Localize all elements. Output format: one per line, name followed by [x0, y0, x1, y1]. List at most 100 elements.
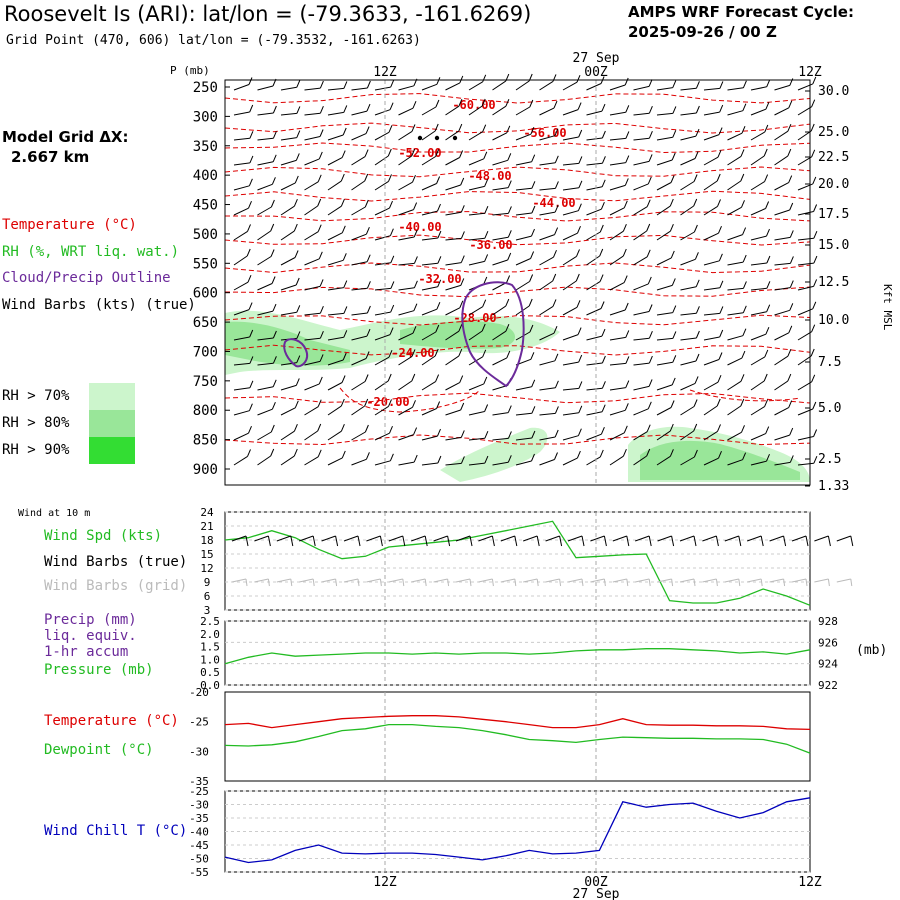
- wind-barb: [609, 84, 626, 91]
- precip-label: Precip (mm): [44, 612, 137, 628]
- temperature-contour-line: [224, 142, 811, 154]
- wind-barb: [727, 180, 742, 191]
- height-tick-label: 10.0: [818, 313, 849, 328]
- wind-barb-feather: [434, 348, 439, 357]
- wind-barb: [421, 462, 438, 466]
- wind-barb-feather: [648, 154, 653, 162]
- wind-barb: [679, 535, 695, 542]
- wind-barb-feather: [766, 255, 771, 264]
- wind-barb: [797, 355, 812, 366]
- wind-barb-feather: [482, 349, 487, 357]
- wind-barb-feather: [296, 305, 301, 313]
- wind-barb-feather: [765, 327, 770, 335]
- wind-barb-feather: [766, 304, 771, 312]
- wind-barb: [612, 535, 627, 542]
- model-grid-spacing: Model Grid ΔX: 2.667 km: [2, 127, 129, 167]
- pressure-tick-label: 928: [818, 615, 838, 628]
- wind-barb: [774, 309, 790, 316]
- wind-barb: [304, 406, 319, 416]
- wind-barb: [539, 187, 556, 191]
- wind-barb-feather: [787, 124, 792, 132]
- wind-barb: [374, 380, 389, 391]
- wind-barb: [769, 535, 784, 542]
- upper-wind-barbs: [233, 73, 818, 466]
- wind-barb: [515, 281, 530, 291]
- wind-barb: [539, 211, 556, 216]
- wind-barb-feather: [789, 280, 794, 288]
- wind-barb-feather: [646, 249, 651, 257]
- wind-barb: [478, 578, 493, 583]
- wind-barb: [398, 380, 413, 391]
- wind-barb-feather: [529, 99, 534, 108]
- temperature-contour-label: -60.00: [452, 98, 495, 112]
- wind-barb-feather: [248, 403, 253, 411]
- wind-barb-feather: [507, 405, 512, 413]
- wind-barb-feather: [742, 281, 747, 289]
- cloud-outline: [283, 338, 308, 368]
- wind-barb-feather: [389, 426, 393, 434]
- precip-tick-label: 0.5: [200, 666, 220, 679]
- wind-barb: [374, 460, 391, 466]
- wind-barb-feather: [295, 378, 300, 386]
- wind-barb: [515, 258, 531, 266]
- wind-barb: [433, 535, 448, 542]
- wind-barb-feather: [296, 80, 301, 88]
- wind-barb: [327, 232, 343, 241]
- wind-barb: [445, 184, 461, 191]
- pressure-line: [224, 648, 811, 665]
- wind-barb: [562, 387, 579, 391]
- wind-barb-feather: [648, 535, 652, 547]
- wind-barb: [633, 160, 650, 166]
- wind-barb-feather: [552, 299, 557, 307]
- wind-barbs-true-label: Wind Barbs (true): [44, 554, 188, 570]
- model-grid-label: Model Grid ΔX:: [2, 128, 129, 146]
- wind-barb: [233, 84, 250, 91]
- wind-barb-feather: [813, 456, 818, 464]
- height-tick-label: 7.5: [818, 355, 841, 370]
- wind-barb: [257, 137, 274, 141]
- wind-barb-feather: [646, 199, 651, 207]
- wind-speed-label: Wind Spd (kts): [44, 528, 163, 544]
- wind-barb-feather: [319, 331, 324, 339]
- wind-barb: [539, 332, 555, 341]
- wind-barb-feather: [718, 253, 723, 261]
- legend-cloud: Cloud/Precip Outline: [2, 270, 171, 286]
- wind-barb: [280, 455, 295, 466]
- wind-barb: [703, 312, 720, 316]
- wind-barb: [351, 133, 367, 141]
- wind-barb: [374, 405, 389, 416]
- wind-barb-feather: [672, 106, 677, 114]
- wind-barb: [562, 136, 579, 141]
- wind-barb-feather: [717, 150, 722, 158]
- wind-tick-label: 24: [200, 506, 214, 519]
- wind-barb: [280, 384, 297, 391]
- wind-barb-feather: [514, 535, 518, 547]
- wind-barb: [774, 355, 789, 366]
- wind-barb-feather: [412, 400, 416, 408]
- wind-barb: [500, 535, 515, 542]
- wind-barb-feather: [531, 379, 536, 387]
- rh-area-80-right: [640, 440, 800, 480]
- temperature-contour-line: [224, 211, 811, 222]
- wind-barb: [374, 432, 390, 441]
- wind-barb: [703, 111, 720, 116]
- wind-barb: [703, 287, 720, 291]
- wind-barb-feather: [813, 429, 818, 437]
- wind-barb-feather: [296, 355, 301, 363]
- wind-barb-feather: [599, 224, 604, 233]
- wind-barb: [468, 411, 485, 416]
- wind-barb: [797, 262, 814, 266]
- wind-barb-feather: [460, 278, 465, 286]
- wind-barb-feather: [460, 231, 465, 239]
- wind-barb-feather: [783, 578, 786, 587]
- wind-barb: [774, 407, 789, 416]
- temperature-contour-line: [224, 190, 811, 202]
- wind-barb-feather: [469, 578, 472, 587]
- wind-barb-feather: [626, 535, 630, 547]
- wind-barb: [233, 455, 248, 466]
- wind-barb-feather: [559, 578, 562, 587]
- wind-barb-feather: [648, 131, 653, 139]
- wind-barb-feather: [507, 206, 512, 214]
- wind-tick-label: 6: [204, 590, 211, 603]
- wind-barb: [774, 130, 789, 141]
